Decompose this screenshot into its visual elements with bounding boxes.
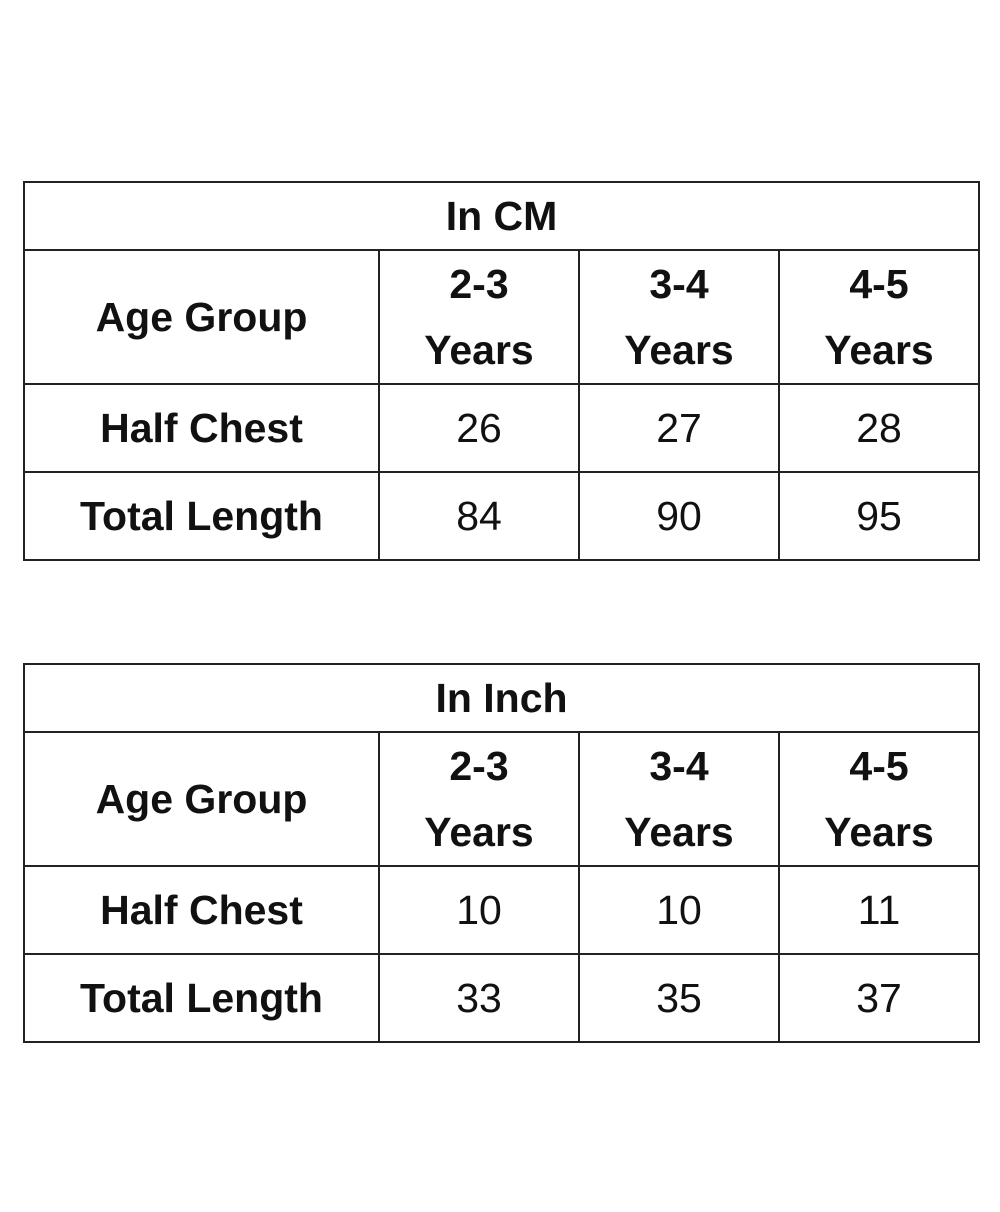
table-row: Half Chest 10 10 11 bbox=[23, 865, 981, 955]
table-cell: 33 bbox=[378, 953, 580, 1043]
column-header-unit: Years bbox=[424, 327, 534, 373]
column-header-range: 3-4 bbox=[649, 743, 709, 789]
column-header-cell: 2-3 Years bbox=[378, 249, 580, 385]
row-label: Half Chest bbox=[23, 383, 380, 473]
column-header-unit: Years bbox=[824, 327, 934, 373]
table-cell: 10 bbox=[378, 865, 580, 955]
column-header-range: 3-4 bbox=[649, 261, 709, 307]
column-header-range: 4-5 bbox=[849, 261, 909, 307]
table-cell: 28 bbox=[777, 383, 981, 473]
table-header-row: Age Group 2-3 Years 3-4 Years 4-5 Years bbox=[23, 731, 981, 867]
column-header-cell: 3-4 Years bbox=[578, 249, 780, 385]
table-row: Total Length 84 90 95 bbox=[23, 471, 981, 561]
column-header-cell: 3-4 Years bbox=[578, 731, 780, 867]
column-header-cell: 4-5 Years bbox=[777, 249, 981, 385]
row-header-cell: Age Group bbox=[23, 731, 380, 867]
table-title: In Inch bbox=[22, 663, 981, 733]
size-chart-inch-table: In Inch Age Group 2-3 Years 3-4 Years 4-… bbox=[22, 663, 981, 1043]
table-cell: 26 bbox=[378, 383, 580, 473]
table-cell: 37 bbox=[777, 953, 981, 1043]
table-title-row: In Inch bbox=[22, 663, 981, 733]
size-chart-cm-table: In CM Age Group 2-3 Years 3-4 Years 4-5 … bbox=[22, 181, 981, 561]
column-header-range: 4-5 bbox=[849, 743, 909, 789]
table-cell: 35 bbox=[578, 953, 780, 1043]
column-header-range: 2-3 bbox=[449, 261, 509, 307]
table-cell: 10 bbox=[578, 865, 780, 955]
row-label: Total Length bbox=[23, 953, 380, 1043]
table-cell: 95 bbox=[777, 471, 981, 561]
column-header-range: 2-3 bbox=[449, 743, 509, 789]
table-cell: 11 bbox=[777, 865, 981, 955]
row-header-cell: Age Group bbox=[23, 249, 380, 385]
table-title: In CM bbox=[22, 181, 981, 251]
column-header-unit: Years bbox=[424, 809, 534, 855]
column-header-cell: 2-3 Years bbox=[378, 731, 580, 867]
table-header-row: Age Group 2-3 Years 3-4 Years 4-5 Years bbox=[23, 249, 981, 385]
table-row: Total Length 33 35 37 bbox=[23, 953, 981, 1043]
column-header-unit: Years bbox=[624, 327, 734, 373]
table-cell: 90 bbox=[578, 471, 780, 561]
column-header-unit: Years bbox=[624, 809, 734, 855]
column-header-unit: Years bbox=[824, 809, 934, 855]
table-title-row: In CM bbox=[22, 181, 981, 251]
table-cell: 27 bbox=[578, 383, 780, 473]
table-cell: 84 bbox=[378, 471, 580, 561]
row-label: Total Length bbox=[23, 471, 380, 561]
column-header-cell: 4-5 Years bbox=[777, 731, 981, 867]
row-label: Half Chest bbox=[23, 865, 380, 955]
table-row: Half Chest 26 27 28 bbox=[23, 383, 981, 473]
